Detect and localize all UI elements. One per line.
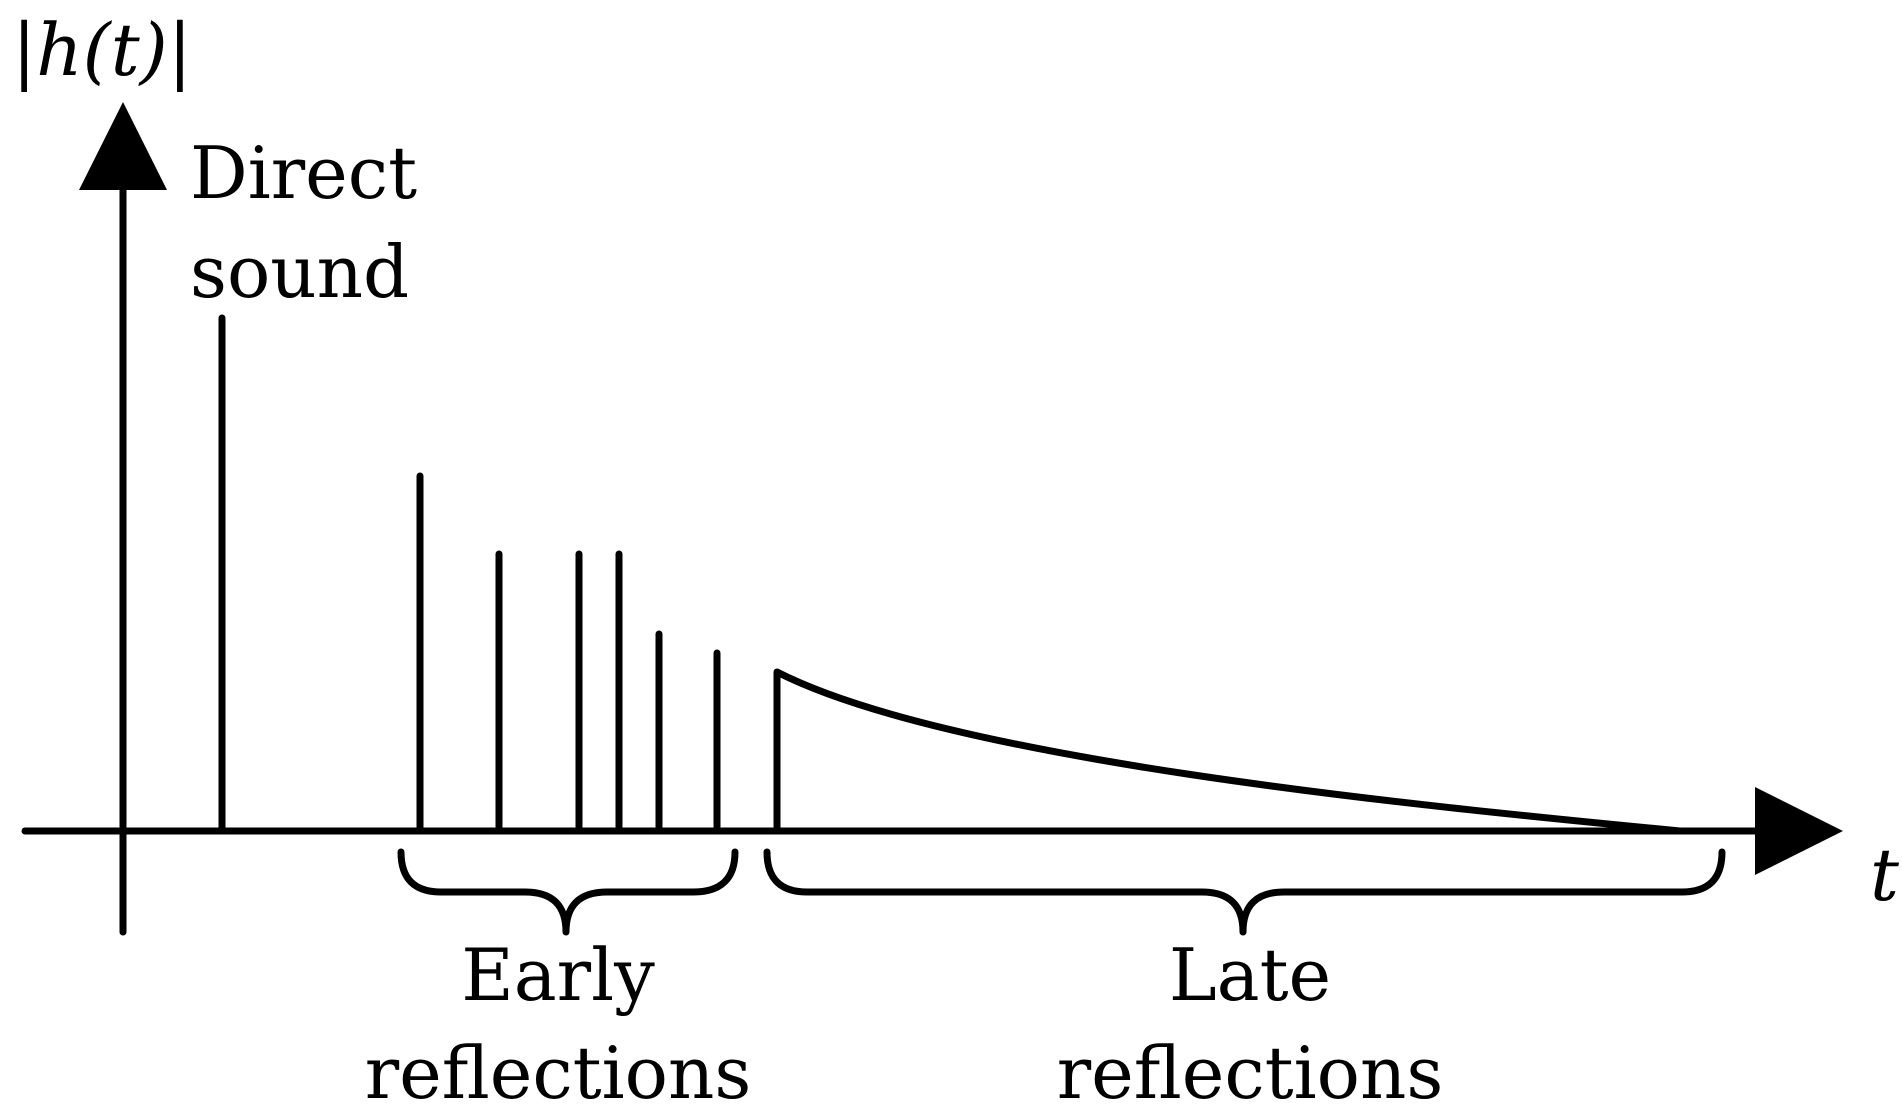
y-axis-label: |h(t)|	[12, 8, 192, 92]
late-reflections-brace	[763, 848, 1726, 936]
x-axis-arrowhead	[1755, 787, 1843, 875]
early-reflections-label-line2: reflections	[365, 1031, 752, 1111]
late-reflections-label-line1: Late	[1169, 933, 1331, 1017]
early-reflection-impulses	[416, 472, 721, 835]
direct-sound-label-line2: sound	[190, 230, 409, 314]
late-reflections-decay-curve	[773, 668, 1684, 835]
direct-sound-label-line1: Direct	[190, 131, 417, 215]
early-reflections-label-line1: Early	[461, 933, 655, 1017]
early-reflections-brace	[397, 848, 739, 936]
x-axis-label: t	[1870, 833, 1900, 917]
late-reflections-label-line2: reflections	[1057, 1031, 1444, 1111]
y-axis-arrowhead	[79, 102, 167, 190]
